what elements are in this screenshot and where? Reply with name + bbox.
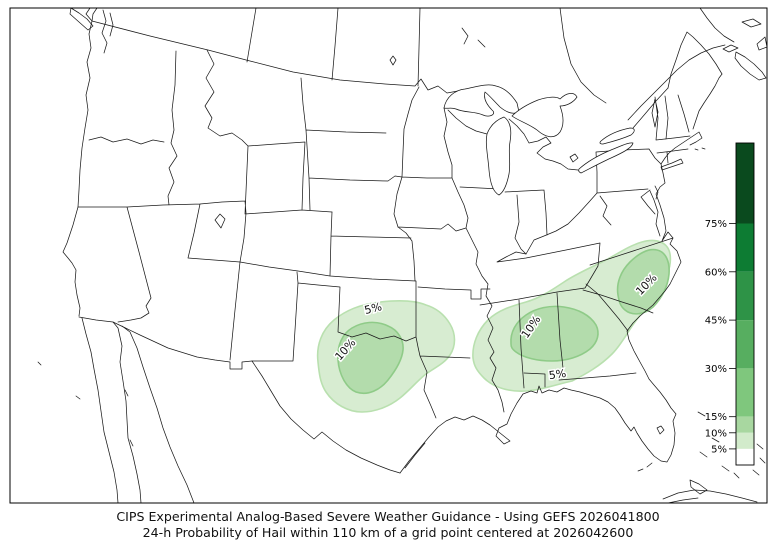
lake-erie [578, 142, 634, 174]
map-frame [9, 7, 768, 504]
great-lakes [443, 84, 665, 435]
hail-probability-contours [316, 239, 672, 413]
colorbar-label-75: 75% [705, 219, 727, 230]
baja-california-coastline [81, 317, 195, 504]
texas-barrier-islands [404, 442, 426, 469]
colorbar-label-5: 5% [711, 444, 727, 455]
hail-contour-10pct-southern-plains [337, 321, 404, 395]
chesapeake-bay [649, 185, 661, 237]
lake-michigan [485, 116, 512, 196]
colorbar-segment-10-15 [736, 416, 754, 433]
colorbar-segment-60-75 [736, 223, 754, 272]
coastlines-and-borders [37, 7, 768, 504]
bahamas-islands [637, 411, 766, 495]
mexico-gulf-islands [37, 361, 134, 447]
colorbar-segment-30-45 [736, 320, 754, 369]
hail-contour-10pct-carolinas [616, 248, 670, 315]
plains-state-borders [239, 129, 491, 419]
state-borders [77, 49, 691, 419]
colorbar-label-60: 60% [705, 267, 727, 278]
colorbar-outline [735, 142, 755, 466]
lake-st-clair [569, 153, 579, 163]
colorbar-segment-45-60 [736, 271, 754, 321]
mexico-border [78, 316, 253, 370]
lake-superior [443, 84, 520, 117]
colorbar: 75% 60% 45% 30% 15% 10% 5% [705, 142, 755, 466]
pacific-coastline [62, 7, 98, 317]
midwest-state-borders [393, 86, 579, 413]
hail-contour-10pct-alabama-georgia [510, 305, 599, 362]
lake-ontario [599, 127, 635, 145]
colorbar-segment-75-100 [736, 143, 754, 224]
cuba-coastline [662, 489, 758, 504]
colorbar-label-10: 10% [705, 428, 727, 439]
caption: CIPS Experimental Analog-Based Severe We… [116, 509, 659, 540]
us-canada-border [91, 20, 468, 97]
colorbar-segment-5-10 [736, 432, 754, 449]
colorbar-label-30: 30% [705, 364, 727, 375]
lake-huron [511, 93, 578, 138]
canada-province-borders [246, 7, 607, 104]
colorbar-label-45: 45% [705, 316, 727, 327]
quebec-coastline [699, 7, 762, 43]
colorbar-segment-15-30 [736, 368, 754, 417]
maine-canada-border [667, 31, 723, 89]
contour-label-5pct-southeast: 5% [548, 367, 567, 382]
maritimes-coastline [722, 36, 768, 81]
new-england-coastline [692, 73, 723, 130]
gulf-atlantic-coastline [399, 131, 703, 474]
vancouver-island [69, 7, 114, 54]
rio-grande-border [251, 360, 401, 474]
colorbar-segment-0-5 [736, 448, 754, 465]
caption-line-2: 24-h Probability of Hail within 110 km o… [143, 525, 634, 540]
caption-line-1: CIPS Experimental Analog-Based Severe We… [116, 509, 659, 524]
long-island [660, 147, 706, 171]
colorbar-label-15: 15% [705, 412, 727, 423]
contour-label-5pct-plains: 5% [363, 300, 383, 317]
western-state-borders [77, 49, 333, 361]
lake-okeechobee [656, 425, 665, 435]
st-lawrence-river [627, 44, 726, 129]
